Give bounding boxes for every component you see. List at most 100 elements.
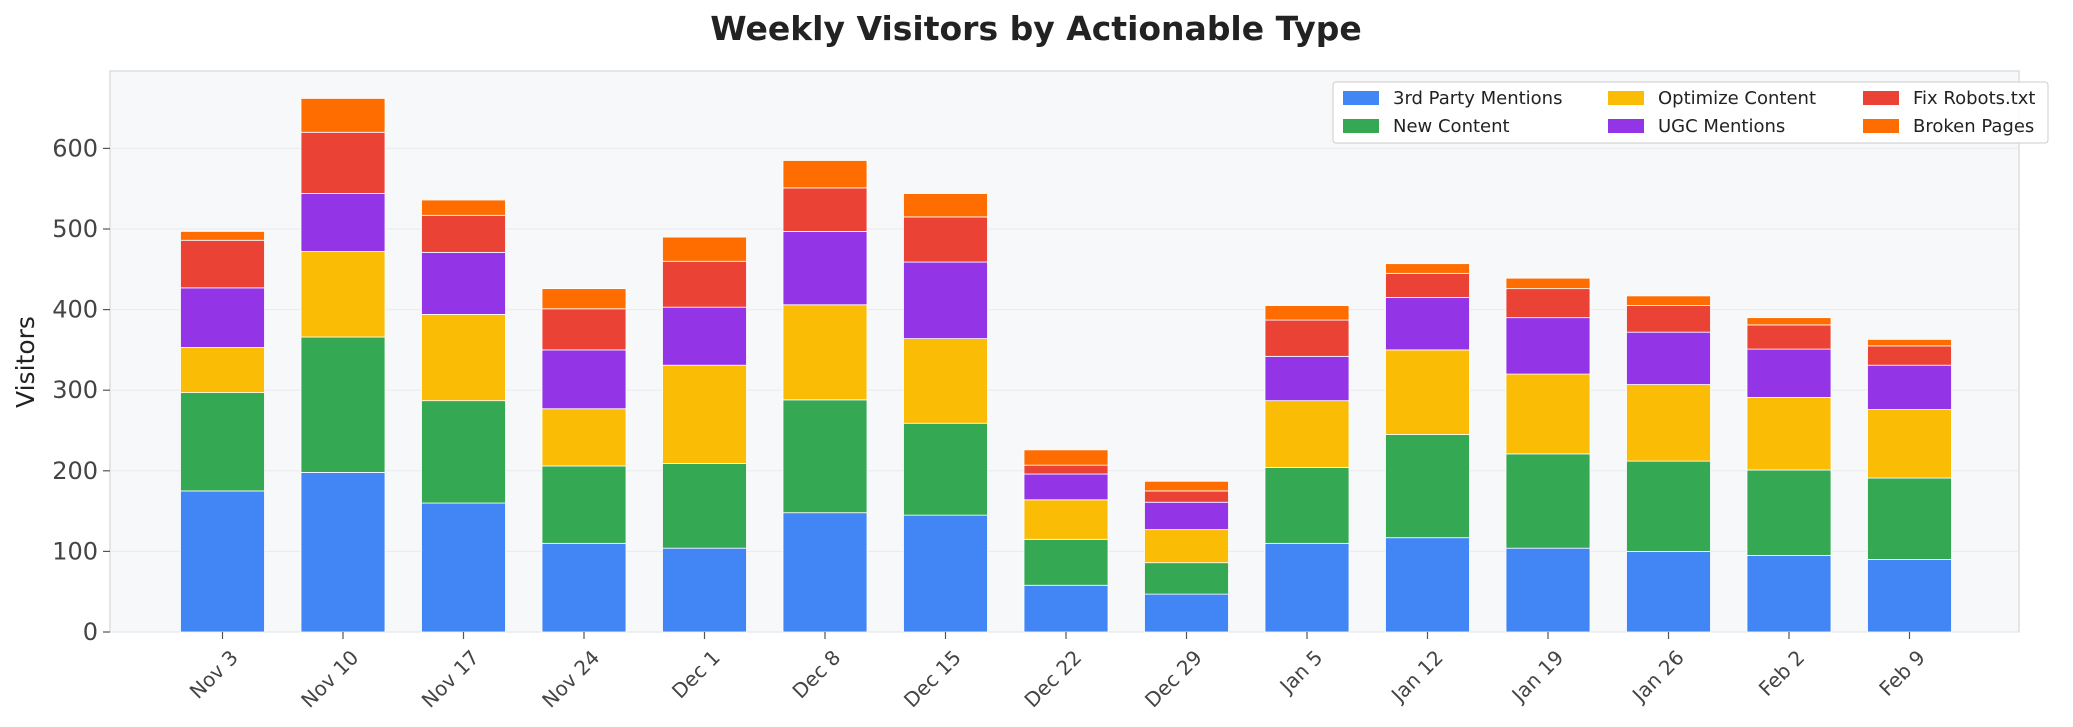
bar-segment [1626, 305, 1711, 333]
bar-segment [1626, 384, 1711, 462]
bar-segment [1264, 467, 1350, 544]
bar-segment [782, 512, 868, 633]
bar-segment [421, 502, 506, 633]
bar-segment [1023, 538, 1109, 586]
bar-segment [1385, 349, 1470, 435]
y-axis-label: Visitors [11, 316, 40, 408]
legend-label: Optimize Content [1658, 88, 1816, 109]
legend-swatch [1608, 119, 1644, 133]
x-tick-label: Dec 29 [1140, 645, 1207, 712]
bar-segment [1144, 593, 1229, 633]
bar-segment [541, 408, 627, 467]
x-tick-label: Feb 9 [1874, 645, 1930, 701]
bar-segment [1023, 473, 1109, 501]
bar-segment [1746, 324, 1832, 350]
bar-segment [1626, 460, 1711, 552]
bar-segment [1746, 317, 1832, 326]
bar-segment [1144, 490, 1229, 503]
bar-segment [541, 465, 627, 544]
bar-segment [903, 193, 988, 218]
bar-segment [1505, 453, 1591, 549]
bar-segment [421, 400, 506, 504]
bar-segment [782, 160, 868, 189]
bar-segment [1023, 584, 1109, 633]
bar-segment [300, 131, 386, 194]
bar-segment [421, 314, 506, 402]
y-tick-label: 0 [83, 618, 98, 646]
bar-segment [1505, 277, 1591, 290]
chart-title: Weekly Visitors by Actionable Type [710, 9, 1361, 48]
x-tick-label: Nov 17 [417, 645, 484, 712]
bar-segment [1144, 562, 1229, 595]
bar-segment [1385, 263, 1470, 274]
y-tick-label: 100 [52, 537, 98, 565]
bar-segment [421, 214, 506, 253]
x-tick-label: Dec 22 [1019, 645, 1086, 712]
bar-segment [1023, 449, 1109, 466]
legend: 3rd Party Mentions New Content Optimize Co… [1332, 81, 2049, 144]
legend-label: Fix Robots.txt [1913, 88, 2036, 109]
bar-segment [903, 261, 988, 340]
bar-segment [662, 547, 747, 633]
bar-segment [1144, 501, 1229, 531]
bar-segment [782, 231, 868, 306]
legend-label: 3rd Party Mentions [1393, 88, 1562, 109]
bar-segment [903, 338, 988, 424]
bar-segment [1385, 537, 1470, 633]
bar-segment [1867, 364, 1952, 410]
bar-segment [662, 306, 747, 366]
bar-segment [1264, 355, 1350, 402]
y-tick-label: 200 [52, 457, 98, 485]
bar-segment [1264, 542, 1350, 633]
legend-label: UGC Mentions [1658, 116, 1785, 137]
bar-segment [1505, 288, 1591, 319]
bar-segment [903, 422, 988, 516]
bar-segment [782, 304, 868, 401]
bar-segment [1264, 400, 1350, 468]
bar-segment [180, 490, 265, 633]
x-tick-label: Dec 1 [667, 645, 725, 703]
bar-segment [1867, 477, 1952, 560]
x-tick-label: Jan 5 [1274, 645, 1328, 699]
bar-segment [1626, 295, 1711, 306]
x-tick-label: Nov 3 [185, 645, 243, 703]
bar-segment [1385, 434, 1470, 539]
bar-segment [1746, 348, 1832, 398]
legend-label: New Content [1393, 116, 1510, 137]
bar-segment [1626, 551, 1711, 633]
bar-segment [1626, 331, 1711, 385]
legend-label: Broken Pages [1913, 116, 2034, 137]
bar-segment [662, 463, 747, 549]
bar-segment [782, 187, 868, 232]
bar-segment [1746, 555, 1832, 633]
bar-segment [662, 260, 747, 308]
bar-segment [662, 364, 747, 464]
bar-segment [1867, 409, 1952, 479]
legend-swatch [1343, 119, 1379, 133]
bar-segment [300, 336, 386, 473]
bar-segment [1505, 373, 1591, 455]
bar-segment [1023, 499, 1109, 540]
y-tick-label: 500 [52, 215, 98, 243]
x-tick-label: Feb 2 [1754, 645, 1810, 701]
x-tick-label: Dec 15 [899, 645, 966, 712]
x-tick-label: Jan 19 [1506, 645, 1569, 708]
bar-segment [421, 199, 506, 216]
x-tick-label: Jan 12 [1385, 645, 1448, 708]
bar-segment [782, 399, 868, 514]
bar-segment [300, 193, 386, 252]
bar-segment [1867, 345, 1952, 366]
bar-segment [1385, 272, 1470, 298]
bars [180, 98, 1952, 633]
bar-segment [541, 288, 627, 310]
x-tick-label: Jan 26 [1626, 645, 1689, 708]
legend-swatch [1863, 119, 1899, 133]
bar-segment [903, 514, 988, 633]
y-tick-label: 300 [52, 376, 98, 404]
y-tick-label: 600 [52, 134, 98, 162]
bar-segment [1867, 559, 1952, 633]
bar-segment [1746, 397, 1832, 471]
bar-segment [180, 239, 265, 289]
bar-segment [1144, 480, 1229, 492]
